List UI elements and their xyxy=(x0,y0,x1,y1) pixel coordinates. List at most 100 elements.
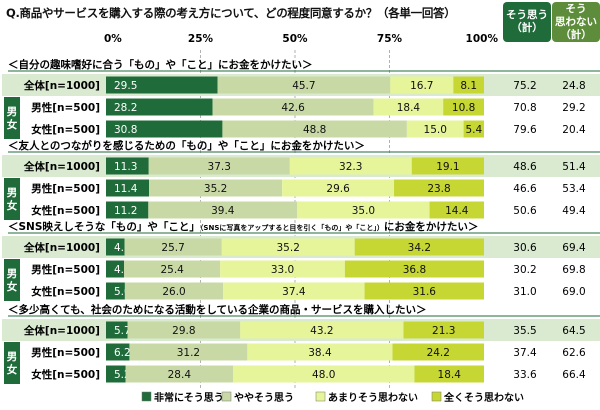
agree-total-value: 75.2 xyxy=(513,80,536,92)
section-title-part: にお金をかけたい＞ xyxy=(384,220,479,233)
disagree-total-value: 69.0 xyxy=(562,286,585,298)
row-label: 女性[n=500] xyxy=(31,204,100,217)
segment-value-label: 16.7 xyxy=(410,80,433,92)
bar-segment xyxy=(373,98,444,116)
segment-value-label: 37.3 xyxy=(208,161,231,173)
segment-value-label: 11.2 xyxy=(114,205,137,217)
bar-segment xyxy=(127,321,241,339)
agree-header-line1: そう思う xyxy=(506,9,548,21)
section-title: ＜友人とのつながりを感じるための「もの」や「こと」にお金をかけたい＞ xyxy=(8,139,365,152)
agree-total-value: 35.5 xyxy=(513,325,536,337)
bar-segment xyxy=(217,76,391,94)
axis-tick-label: 50% xyxy=(282,33,308,45)
segment-value-label: 36.8 xyxy=(403,264,426,276)
bar-segment xyxy=(443,98,484,116)
sex-label-box xyxy=(4,97,20,139)
segment-value-label: 8.1 xyxy=(460,80,477,92)
bar-segment xyxy=(106,179,150,197)
segment-value-label: 35.2 xyxy=(204,183,227,195)
bar-segment xyxy=(289,157,412,175)
bar-segment xyxy=(106,321,128,339)
disagree-header-line2: 思わない xyxy=(555,15,597,28)
bar-segment xyxy=(106,282,125,300)
bar-segment xyxy=(354,238,484,256)
bar-segment xyxy=(148,201,298,219)
bar-segment xyxy=(148,157,290,175)
segment-value-label: 48.8 xyxy=(303,124,326,136)
bar-segment xyxy=(106,201,149,219)
segment-value-label: 21.3 xyxy=(432,325,455,337)
bar-segment xyxy=(297,201,430,219)
segment-value-label: 11.3 xyxy=(114,161,137,173)
sex-label-female: 女 xyxy=(7,363,18,376)
bar-segment xyxy=(403,321,484,339)
segment-value-label: 5.4 xyxy=(465,124,482,136)
segment-value-label: 35.2 xyxy=(277,242,300,254)
question-title: Q.商品やサービスを購入する際の考え方について、どの程度同意するか？（各単一回答… xyxy=(6,6,456,20)
disagree-header-line1: そう xyxy=(565,2,587,15)
legend-swatch xyxy=(431,391,442,402)
sex-label-female: 女 xyxy=(7,199,18,212)
section-title: ＜多少高くても、社会のためになる活動をしている企業の商品・サービスを購入したい＞ xyxy=(8,303,427,316)
axis-tick-label: 25% xyxy=(188,33,214,45)
segment-value-label: 28.4 xyxy=(168,369,192,381)
segment-value-label: 5.7 xyxy=(114,325,131,337)
bar-segment xyxy=(240,321,404,339)
segment-value-label: 18.4 xyxy=(397,102,421,114)
section-title-part: ＜SNS映えしそうな「もの」や「こと」 xyxy=(8,220,200,233)
segment-value-label: 28.2 xyxy=(114,102,137,114)
segment-value-label: 19.1 xyxy=(436,161,459,173)
bar-segment xyxy=(344,260,484,278)
row-label: 全体[n=1000] xyxy=(23,241,100,254)
bar-segment xyxy=(414,365,484,383)
bar-segment xyxy=(124,282,224,300)
segment-value-label: 26.0 xyxy=(162,286,185,298)
legend-swatch xyxy=(141,391,152,402)
disagree-total-value: 69.8 xyxy=(562,264,585,276)
sex-label-box xyxy=(4,342,20,384)
segment-value-label: 29.5 xyxy=(114,80,137,92)
sex-label-female: 女 xyxy=(7,280,18,293)
section-title: ＜自分の趣味嗜好に合う「もの」や「こと」にお金をかけたい＞ xyxy=(8,58,313,71)
bar-segment xyxy=(222,120,407,138)
disagree-total-value: 62.6 xyxy=(562,347,586,359)
bar-segment xyxy=(390,76,454,94)
disagree-total-header: そう 思わない （計） xyxy=(552,2,600,42)
segment-value-label: 31.6 xyxy=(413,286,437,298)
agree-total-header: そう思う （計） xyxy=(503,2,551,42)
row-label: 全体[n=1000] xyxy=(23,324,100,337)
bar-segment xyxy=(106,157,149,175)
segment-value-label: 18.4 xyxy=(438,369,462,381)
row-label: 男性[n=500] xyxy=(31,101,100,114)
bar-segment xyxy=(364,282,484,300)
bar-segment xyxy=(124,260,221,278)
bar-segment xyxy=(106,238,125,256)
segment-value-label: 33.0 xyxy=(271,264,294,276)
segment-value-label: 42.6 xyxy=(281,102,305,114)
bar-segment xyxy=(129,343,248,361)
legend-label: あまりそう思わない xyxy=(328,391,418,404)
agree-total-value: 50.6 xyxy=(513,205,537,217)
row-label: 全体[n=1000] xyxy=(23,79,100,92)
bar-segment xyxy=(463,120,484,138)
segment-value-label: 24.2 xyxy=(427,347,450,359)
axis-tick-label: 100% xyxy=(466,33,499,45)
bar-segment xyxy=(106,343,130,361)
row-label: 男性[n=500] xyxy=(31,182,100,195)
row-label: 女性[n=500] xyxy=(31,368,100,381)
bar-segment xyxy=(106,76,218,94)
sex-label-male: 男 xyxy=(7,187,18,199)
segment-value-label: 11.4 xyxy=(114,183,138,195)
agree-total-value: 79.6 xyxy=(513,124,537,136)
bar-segment xyxy=(124,238,222,256)
sex-label-male: 男 xyxy=(7,351,18,363)
sex-label-female: 女 xyxy=(7,118,18,131)
segment-value-label: 38.4 xyxy=(308,347,332,359)
segment-value-label: 35.0 xyxy=(352,205,375,217)
disagree-total-value: 49.4 xyxy=(562,205,586,217)
legend-label: 全くそう思わない xyxy=(443,391,524,404)
row-label: 女性[n=500] xyxy=(31,123,100,136)
agree-total-value: 30.2 xyxy=(513,264,536,276)
disagree-total-value: 29.2 xyxy=(562,102,585,114)
